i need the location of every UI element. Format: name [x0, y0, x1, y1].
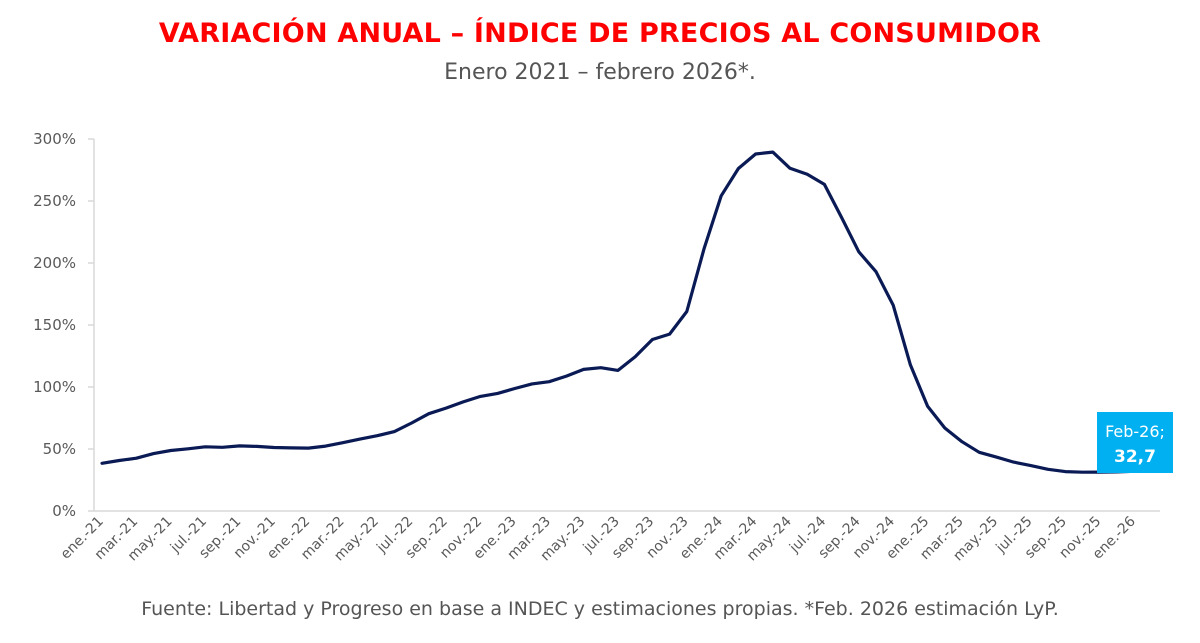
chart-subtitle: Enero 2021 – febrero 2026*.: [444, 60, 756, 85]
source-note: Fuente: Libertad y Progreso en base a IN…: [141, 598, 1059, 620]
y-tick-label: 300%: [33, 130, 76, 148]
y-tick-label: 50%: [43, 440, 76, 458]
chart-title: VARIACIÓN ANUAL – ÍNDICE DE PRECIOS AL C…: [158, 18, 1042, 49]
y-tick-label: 250%: [33, 192, 76, 210]
ipc-series-line: [100, 150, 1153, 474]
y-tick-label: 200%: [33, 254, 76, 272]
annotation-box: [1097, 412, 1173, 473]
y-tick-label: 0%: [52, 502, 76, 520]
annotation-label: Feb-26;: [1105, 422, 1165, 441]
annotation-value: 32,7: [1114, 447, 1156, 467]
y-tick-label: 150%: [33, 316, 76, 334]
y-tick-label: 100%: [33, 378, 76, 396]
